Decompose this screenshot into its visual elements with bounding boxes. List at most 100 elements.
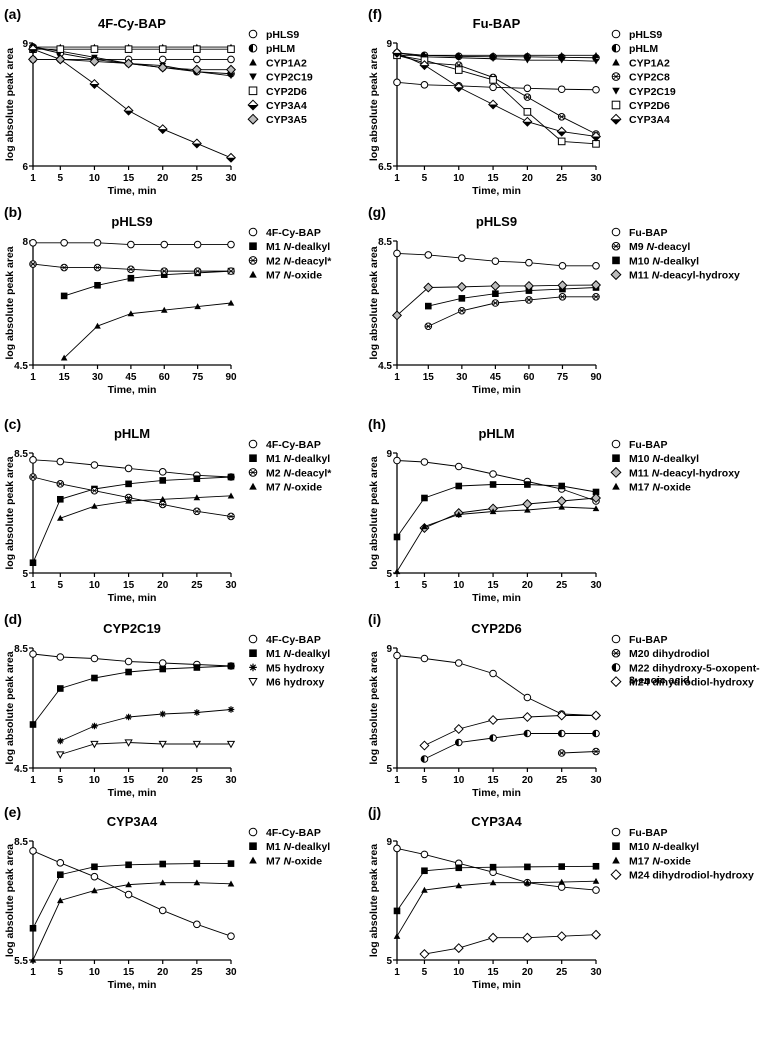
- legend-label: M10 N-dealkyl: [629, 453, 699, 465]
- series-line: [396, 54, 597, 145]
- data-point: [522, 116, 533, 127]
- x-tick-label: 10: [453, 775, 465, 786]
- series-m10-n-dealkyl: [393, 481, 600, 541]
- data-point: [191, 138, 202, 149]
- legend-label: M7 N-oxide: [266, 482, 322, 494]
- data-point: [455, 482, 463, 490]
- data-point: [424, 322, 433, 331]
- series-4f-cy-bap: [29, 456, 235, 481]
- data-point: [193, 45, 201, 53]
- data-point: [488, 714, 499, 726]
- series-line: [60, 709, 232, 742]
- panel-label: (g): [368, 204, 386, 220]
- legend-item: CYP3A4: [610, 113, 670, 126]
- legend-label: 4F-Cy-BAP: [266, 227, 321, 239]
- data-point: [592, 729, 600, 738]
- data-point: [524, 879, 531, 886]
- x-tick-label: 30: [590, 580, 602, 591]
- data-point: [193, 507, 201, 516]
- y-axis-label: log absolute peak area: [4, 651, 16, 764]
- data-point: [193, 709, 201, 716]
- legend-label: CYP3A4: [266, 100, 307, 112]
- y-tick-label: 5: [386, 956, 392, 967]
- x-tick-label: 90: [225, 372, 237, 383]
- data-point: [227, 240, 235, 249]
- x-axis-label: Time, min: [108, 185, 157, 197]
- legend-label: M11 N-deacyl-hydroxy: [629, 270, 740, 282]
- data-point: [454, 66, 463, 74]
- data-point: [193, 494, 201, 501]
- data-point: [489, 508, 497, 515]
- data-point: [57, 514, 64, 521]
- legend-item: M24 dihydrodiol-hydroxy: [610, 676, 754, 689]
- data-point: [456, 281, 467, 292]
- series-4f-cy-bap: [29, 238, 235, 249]
- x-tick-label: 25: [191, 775, 203, 786]
- y-tick-label: 4.5: [14, 764, 28, 775]
- data-point: [592, 886, 600, 894]
- legend-label: M1 N-dealkyl: [266, 453, 330, 465]
- x-tick-label: 10: [89, 580, 101, 591]
- panel-label: (j): [368, 804, 381, 820]
- panel-g: (g) pHLS9 4.5 8.5 1 15 30 45 60 75 90 Time, min log …: [368, 204, 740, 396]
- data-point: [193, 55, 201, 64]
- x-tick-label: 25: [191, 173, 203, 184]
- legend-item: M1 N-dealkyl: [249, 648, 330, 660]
- data-point: [522, 711, 533, 723]
- data-point: [160, 240, 169, 249]
- legend-item: CYP1A2: [612, 57, 670, 69]
- data-point: [419, 60, 430, 71]
- data-point: [193, 920, 201, 929]
- legend-label: M1 N-dealkyl: [266, 648, 330, 660]
- data-point: [523, 108, 532, 116]
- data-point: [193, 860, 201, 867]
- data-point: [157, 62, 168, 73]
- x-axis-label: Time, min: [472, 787, 521, 799]
- chart-title: Fu-BAP: [473, 16, 521, 31]
- series-line: [396, 655, 597, 716]
- x-tick-label: 1: [394, 580, 400, 591]
- data-point: [29, 456, 37, 464]
- series-m1-n-dealkyl: [29, 860, 235, 932]
- x-tick-label: 30: [225, 967, 237, 978]
- y-tick-label: 8.5: [14, 644, 28, 655]
- x-tick-label: 10: [453, 580, 465, 591]
- x-tick-label: 10: [89, 173, 101, 184]
- x-tick-label: 10: [453, 173, 465, 184]
- data-point: [489, 863, 497, 871]
- x-tick-label: 15: [123, 580, 135, 591]
- data-point: [90, 872, 99, 881]
- series-m1-n-dealkyl: [29, 662, 235, 728]
- data-point: [193, 475, 201, 483]
- legend-item: M1 N-dealkyl: [249, 453, 330, 465]
- data-point: [525, 258, 533, 267]
- data-point: [393, 844, 401, 853]
- legend-label: 4F-Cy-BAP: [266, 634, 321, 646]
- legend-label: M20 dihydrodiol: [629, 648, 710, 660]
- x-tick-label: 15: [488, 173, 500, 184]
- data-point: [29, 559, 37, 567]
- data-point: [56, 751, 65, 759]
- series-fu-bap: [393, 249, 600, 270]
- data-point: [455, 511, 463, 518]
- series-m5-hydroxy: [57, 706, 235, 745]
- x-tick-label: 15: [488, 775, 500, 786]
- data-point: [127, 265, 135, 274]
- data-point: [524, 506, 531, 513]
- data-point: [393, 78, 401, 87]
- data-point: [590, 492, 602, 504]
- data-point: [125, 881, 132, 888]
- data-point: [29, 924, 37, 932]
- x-axis-label: Time, min: [108, 979, 157, 991]
- series-m11-n-deacyl-hydroxy: [391, 280, 602, 321]
- series-m9-n-deacyl: [424, 293, 600, 331]
- legend-item: M11 N-deacyl-hydroxy: [610, 466, 740, 479]
- x-tick-label: 90: [590, 372, 602, 383]
- data-point: [592, 293, 600, 301]
- panel-label: (a): [4, 6, 21, 22]
